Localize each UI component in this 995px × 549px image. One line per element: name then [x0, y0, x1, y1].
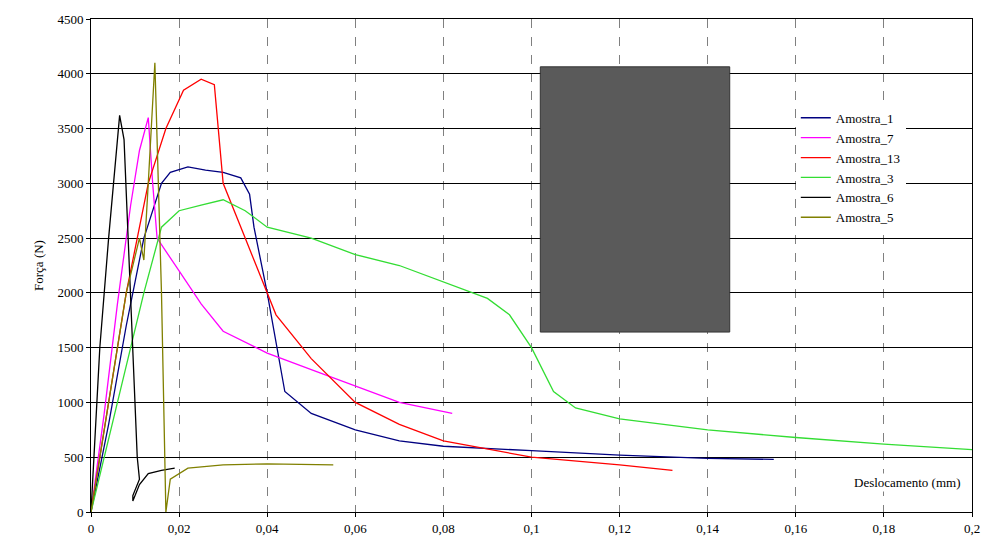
svg-text:4000: 4000	[57, 66, 83, 81]
svg-text:Amostra_13: Amostra_13	[836, 151, 900, 166]
svg-text:0,16: 0,16	[784, 521, 807, 536]
svg-text:0: 0	[88, 521, 95, 536]
svg-text:2500: 2500	[57, 231, 83, 246]
svg-text:0,06: 0,06	[344, 521, 367, 536]
svg-text:0,02: 0,02	[168, 521, 191, 536]
svg-text:Amostra_3: Amostra_3	[836, 171, 894, 186]
svg-text:0,04: 0,04	[256, 521, 279, 536]
svg-text:0,12: 0,12	[608, 521, 631, 536]
svg-text:0,18: 0,18	[873, 521, 896, 536]
svg-text:1000: 1000	[57, 395, 83, 410]
svg-text:3500: 3500	[57, 121, 83, 136]
svg-text:2000: 2000	[57, 285, 83, 300]
svg-text:500: 500	[64, 450, 84, 465]
svg-text:Deslocamento (mm): Deslocamento (mm)	[854, 475, 961, 490]
svg-text:3000: 3000	[57, 176, 83, 191]
svg-text:Amostra_6: Amostra_6	[836, 190, 894, 205]
svg-text:0,08: 0,08	[432, 521, 455, 536]
svg-text:4500: 4500	[57, 12, 83, 27]
svg-text:0,1: 0,1	[523, 521, 539, 536]
svg-text:Amostra_5: Amostra_5	[836, 210, 894, 225]
svg-text:Amostra_7: Amostra_7	[836, 131, 894, 146]
svg-text:Força (N): Força (N)	[31, 240, 46, 291]
svg-text:0: 0	[77, 505, 84, 520]
svg-text:0,14: 0,14	[696, 521, 719, 536]
svg-text:1500: 1500	[57, 340, 83, 355]
svg-text:Amostra_1: Amostra_1	[836, 111, 894, 126]
svg-text:0,2: 0,2	[964, 521, 980, 536]
